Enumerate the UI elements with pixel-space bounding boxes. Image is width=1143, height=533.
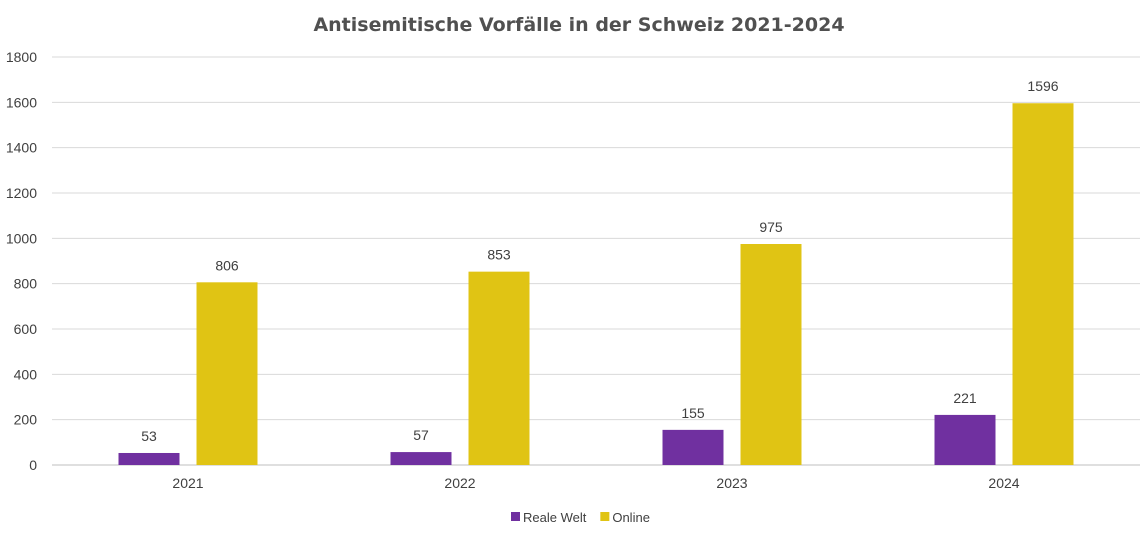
legend-swatch bbox=[511, 512, 520, 521]
x-category-label: 2021 bbox=[172, 475, 203, 491]
data-label: 1596 bbox=[1027, 78, 1058, 94]
data-label: 57 bbox=[413, 427, 429, 443]
bar-chart: Antisemitische Vorfälle in der Schweiz 2… bbox=[0, 0, 1143, 533]
y-tick-label: 800 bbox=[14, 276, 38, 292]
y-tick-label: 1600 bbox=[6, 94, 37, 110]
bar-reale-welt bbox=[391, 452, 452, 465]
y-tick-label: 200 bbox=[14, 412, 38, 428]
x-category-label: 2023 bbox=[716, 475, 747, 491]
x-axis-categories: 2021 2022 2023 2024 bbox=[172, 475, 1019, 491]
bar-online bbox=[197, 282, 258, 465]
x-category-label: 2024 bbox=[988, 475, 1019, 491]
chart-title: Antisemitische Vorfälle in der Schweiz 2… bbox=[313, 14, 844, 36]
data-label: 53 bbox=[141, 428, 157, 444]
bar-online bbox=[469, 272, 530, 465]
bar-online bbox=[741, 244, 802, 465]
bar-reale-welt bbox=[935, 415, 996, 465]
y-tick-label: 1800 bbox=[6, 49, 37, 65]
y-axis-ticks: 0 200 400 600 800 1000 1200 1400 1600 1800 bbox=[6, 49, 37, 473]
y-tick-label: 1400 bbox=[6, 140, 37, 156]
y-tick-label: 1200 bbox=[6, 185, 37, 201]
data-label: 975 bbox=[759, 219, 783, 235]
y-tick-label: 0 bbox=[29, 457, 37, 473]
data-label: 806 bbox=[215, 257, 239, 273]
legend-label: Online bbox=[612, 510, 650, 525]
legend-label: Reale Welt bbox=[523, 510, 587, 525]
data-labels: 53 806 57 853 155 975 221 1596 bbox=[141, 78, 1059, 444]
y-tick-label: 600 bbox=[14, 321, 38, 337]
y-tick-label: 400 bbox=[14, 366, 38, 382]
x-category-label: 2022 bbox=[444, 475, 475, 491]
data-label: 221 bbox=[953, 390, 977, 406]
chart-container: Antisemitische Vorfälle in der Schweiz 2… bbox=[0, 0, 1143, 533]
bar-online bbox=[1013, 103, 1074, 465]
legend-swatch bbox=[600, 512, 609, 521]
data-label: 155 bbox=[681, 405, 705, 421]
bar-reale-welt bbox=[663, 430, 724, 465]
data-label: 853 bbox=[487, 247, 511, 263]
y-tick-label: 1000 bbox=[6, 230, 37, 246]
legend: Reale Welt Online bbox=[511, 510, 650, 525]
bar-reale-welt bbox=[119, 453, 180, 465]
